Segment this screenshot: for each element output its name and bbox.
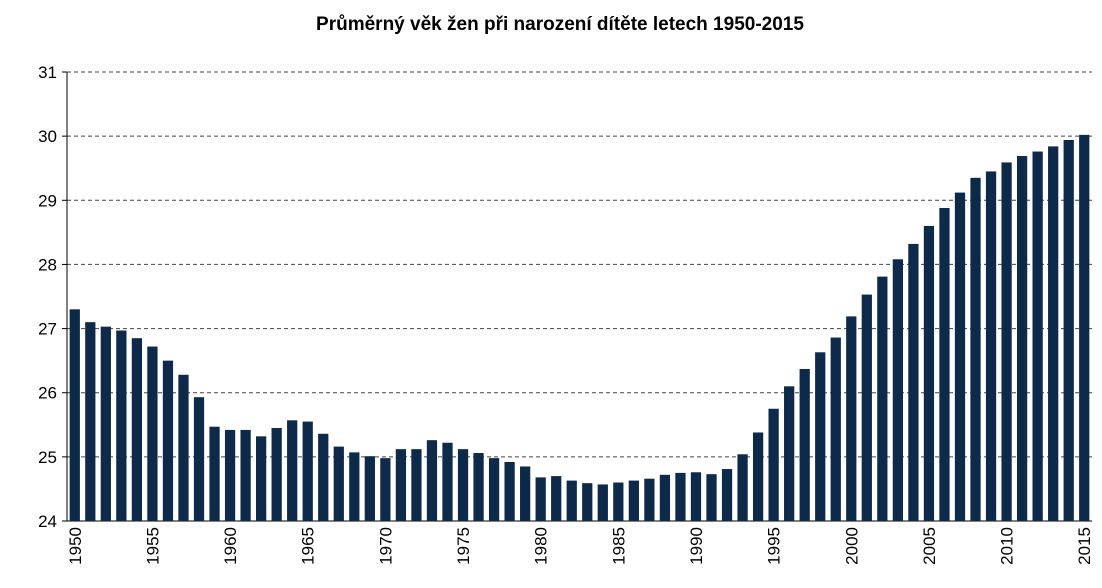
bar [954, 192, 966, 522]
bar [209, 426, 220, 521]
bar [193, 397, 205, 521]
x-tick-label: 1970 [376, 527, 395, 565]
bar [768, 408, 779, 521]
y-tick-label: 24 [38, 512, 57, 531]
bar [675, 472, 686, 521]
bar [985, 171, 997, 521]
bar [690, 472, 702, 521]
bar [69, 309, 80, 521]
bar [364, 456, 375, 521]
bar [271, 427, 282, 521]
bar [1032, 151, 1043, 521]
bar [256, 436, 267, 521]
bar [162, 360, 174, 521]
bar [892, 259, 903, 521]
bar [520, 466, 531, 521]
x-tick-label: 1980 [532, 527, 551, 565]
y-tick-label: 31 [38, 63, 57, 82]
bar [830, 337, 841, 521]
bar [613, 482, 624, 521]
x-tick-label: 1975 [454, 527, 473, 565]
bar [380, 458, 391, 521]
bar [333, 446, 344, 521]
y-tick-label: 26 [38, 384, 57, 403]
bar [488, 458, 500, 521]
bar [628, 480, 639, 521]
x-tick-label: 1965 [299, 527, 318, 565]
bar [287, 420, 298, 521]
bar [1016, 156, 1028, 521]
y-tick-label: 29 [38, 191, 57, 210]
bar [737, 454, 748, 521]
bar [1063, 139, 1074, 521]
chart-title: Průměrný věk žen při narození dítěte let… [316, 14, 804, 35]
bar [395, 449, 407, 521]
y-tick-label: 27 [38, 320, 57, 339]
x-tick-label: 2015 [1075, 527, 1094, 565]
bar [784, 386, 795, 521]
bar [131, 338, 143, 521]
bar [318, 433, 329, 521]
bar [846, 316, 857, 521]
y-tick-label: 30 [38, 127, 57, 146]
bar [721, 469, 733, 521]
bar [116, 330, 127, 521]
bar [147, 346, 158, 521]
x-tick-label: 2005 [920, 527, 939, 565]
bar [1048, 146, 1059, 522]
x-tick-label: 2010 [998, 527, 1017, 565]
bar [970, 177, 981, 522]
x-tick-label: 1995 [765, 527, 784, 565]
bar [411, 449, 422, 521]
bar [302, 421, 313, 521]
bar [426, 440, 438, 521]
bar [908, 243, 919, 521]
bar [659, 474, 671, 521]
bar [504, 461, 515, 521]
bar [861, 294, 872, 521]
y-tick-label: 25 [38, 448, 57, 467]
x-tick-label: 1960 [221, 527, 240, 565]
bar [877, 276, 888, 521]
x-tick-label: 1990 [687, 527, 706, 565]
bar [100, 326, 111, 521]
bar [939, 207, 950, 522]
bar [1079, 134, 1090, 522]
bar [535, 477, 546, 521]
x-tick-label: 1985 [609, 527, 628, 565]
bar [224, 429, 236, 521]
bar [178, 374, 189, 521]
bar [442, 442, 453, 521]
x-tick-label: 2000 [842, 527, 861, 565]
bar [644, 478, 655, 521]
bar [752, 432, 764, 521]
bar [582, 483, 593, 521]
bar [551, 476, 562, 521]
bar [597, 484, 608, 521]
bar [815, 352, 826, 521]
bar [349, 452, 360, 521]
bar [923, 225, 935, 521]
bar [457, 449, 469, 521]
x-tick-label: 1950 [66, 527, 85, 565]
bar [799, 368, 810, 521]
x-tick-label: 1955 [143, 527, 162, 565]
y-tick-label: 28 [38, 255, 57, 274]
bar [85, 322, 96, 521]
bar [473, 453, 484, 521]
bar [566, 480, 577, 521]
bar [706, 474, 717, 521]
bar [1001, 162, 1012, 522]
bar [240, 429, 251, 521]
